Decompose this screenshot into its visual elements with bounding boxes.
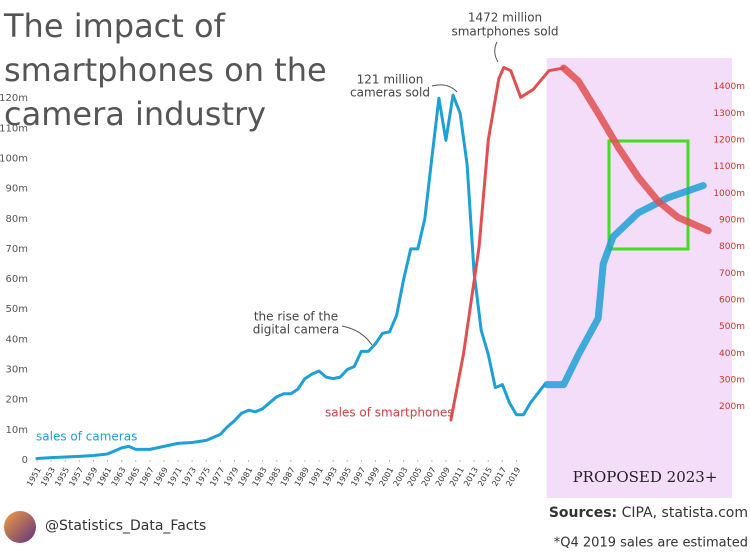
annotation-arrow: [431, 84, 458, 93]
y-tick-label: 30m: [6, 365, 28, 376]
y-tick-label: 80m: [6, 214, 28, 225]
annotation: cameras sold: [350, 86, 430, 100]
avatar: [4, 511, 36, 543]
sources-label: Sources:: [549, 505, 617, 521]
y-tick-label: 40m: [6, 334, 28, 345]
proposed-region: [546, 58, 732, 498]
y-tick-label: 100m: [0, 153, 28, 164]
sources-text: CIPA, statista.com: [622, 505, 748, 521]
annotation: the rise of the: [254, 310, 338, 324]
y2-tick-label: 500m: [719, 322, 745, 332]
proposed-label: PROPOSED 2023+: [573, 468, 718, 486]
y-tick-label: 110m: [0, 123, 28, 134]
note: *Q4 2019 sales are estimated: [554, 536, 748, 551]
series-label: sales of cameras: [36, 430, 137, 444]
y2-tick-label: 300m: [719, 376, 745, 386]
y-tick-label: 0: [22, 455, 28, 466]
y-tick-label: 50m: [6, 304, 28, 315]
series-line: [560, 64, 712, 235]
series-label: sales of smartphones: [325, 406, 454, 420]
y-tick-label: 60m: [6, 274, 28, 285]
sources: Sources: CIPA, statista.com: [549, 505, 748, 521]
y2-tick-label: 700m: [719, 269, 745, 279]
y2-tick-label: 200m: [719, 402, 745, 412]
y2-tick-label: 1000m: [713, 189, 745, 199]
chart-title: The impact of smartphones on the camera …: [4, 7, 327, 133]
y2-tick-label: 800m: [719, 242, 745, 252]
highlight-box: [607, 139, 690, 251]
annotation: digital camera: [253, 323, 339, 337]
annotation-arrow: [341, 325, 373, 346]
y2-tick-label: 1100m: [713, 162, 745, 172]
y2-tick-label: 1400m: [713, 82, 745, 92]
y2-tick-label: 900m: [719, 216, 745, 226]
y-tick-label: 90m: [6, 184, 28, 195]
y-tick-label: 120m: [0, 93, 28, 104]
y-tick-label: 70m: [6, 244, 28, 255]
y2-tick-label: 1200m: [713, 136, 745, 146]
annotation-arrow: [494, 41, 499, 63]
handle: @Statistics_Data_Facts: [45, 518, 206, 534]
y-tick-label: 10m: [6, 425, 28, 436]
y2-tick-label: 1300m: [713, 109, 745, 119]
annotation: 121 million: [357, 73, 424, 87]
series-line: [35, 93, 547, 460]
y-tick-label: 20m: [6, 395, 28, 406]
series-line: [449, 66, 566, 422]
y2-tick-label: 400m: [719, 349, 745, 359]
annotation: 1472 million: [468, 11, 542, 25]
x-tick-label: 2019: [504, 466, 522, 488]
y2-tick-label: 600m: [719, 296, 745, 306]
annotation: smartphones sold: [451, 25, 558, 39]
